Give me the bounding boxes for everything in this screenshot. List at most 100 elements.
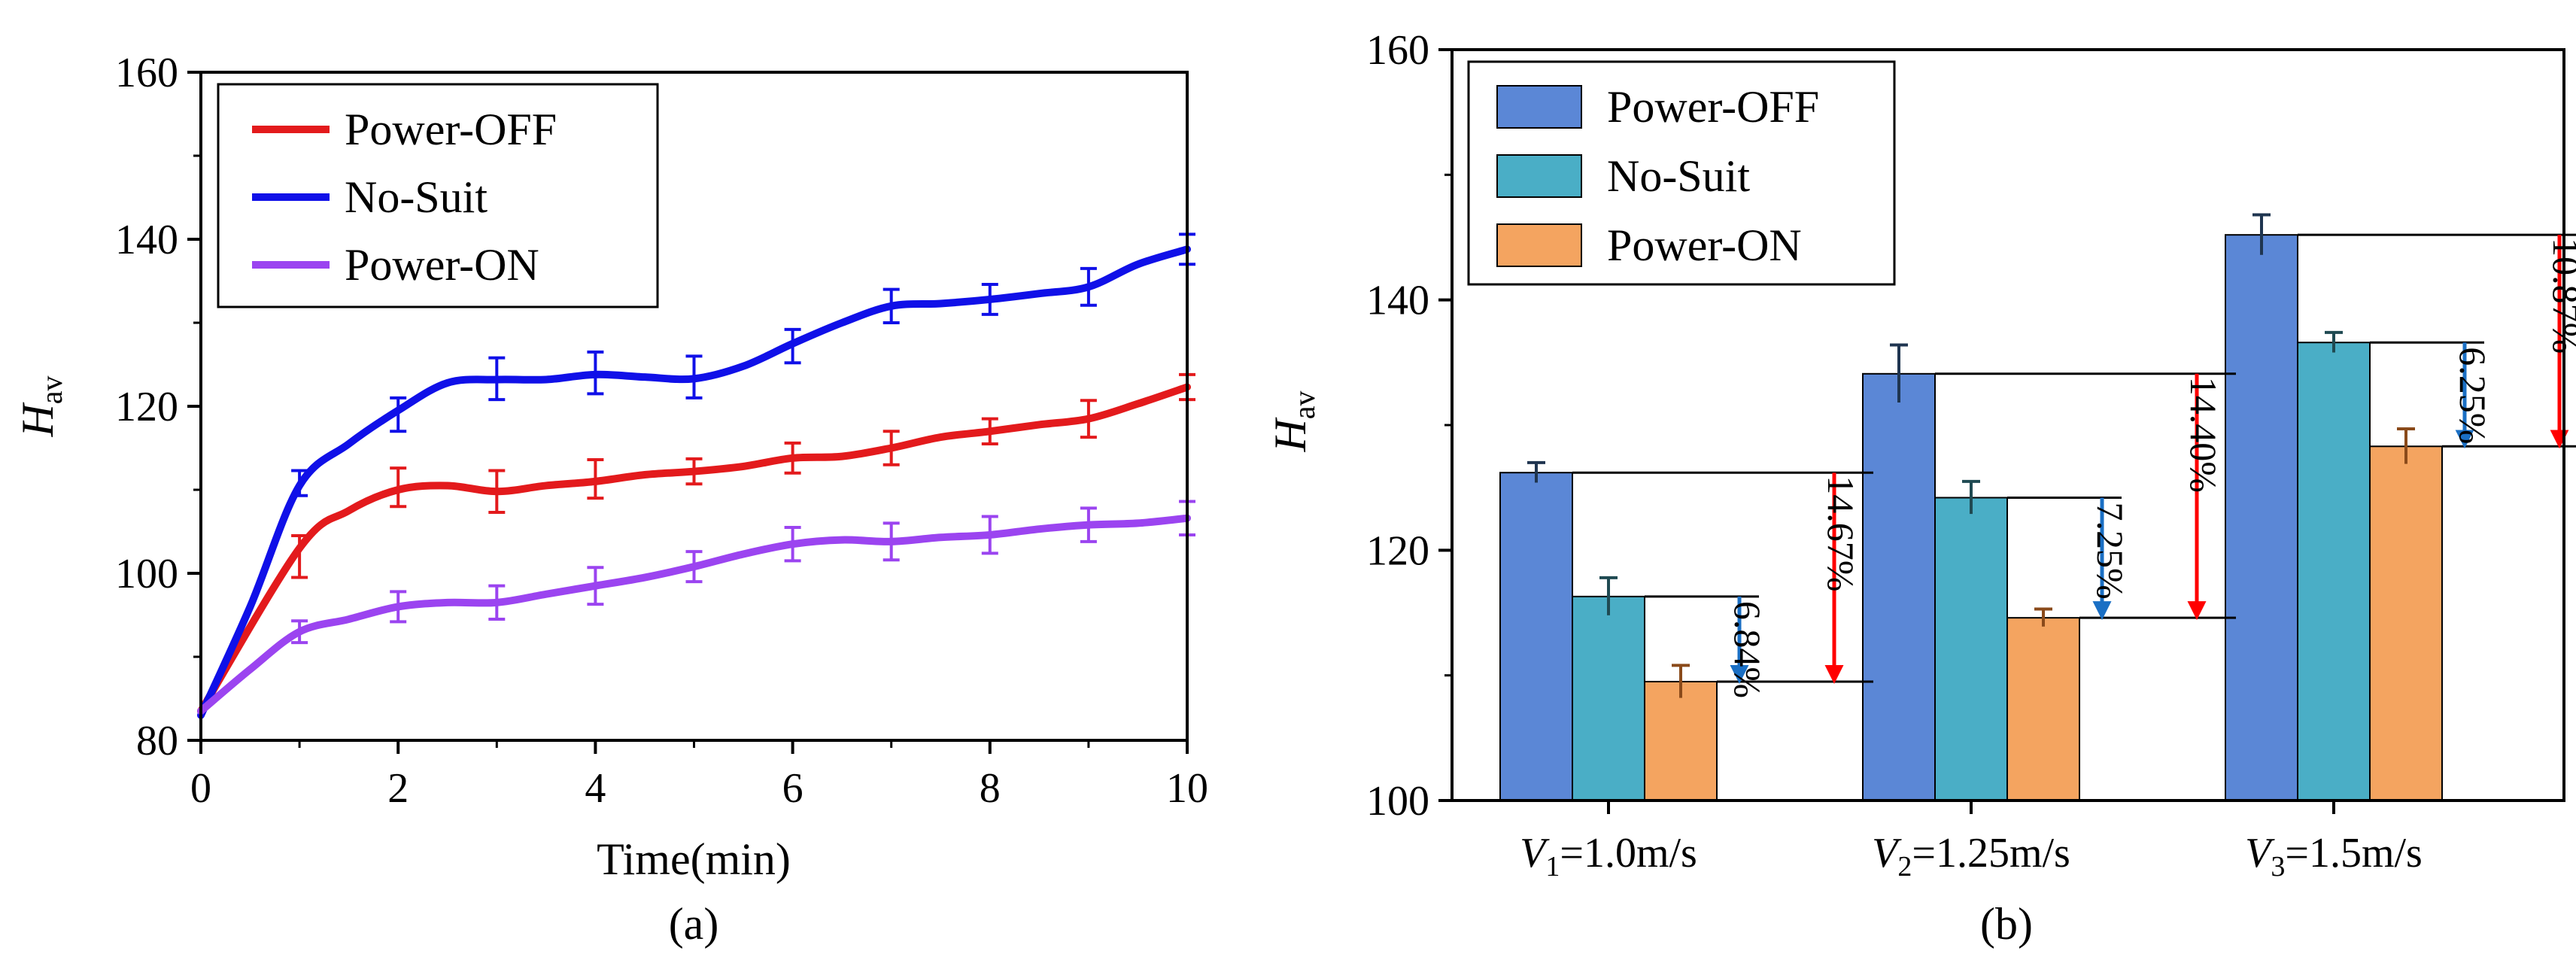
chart-a-xtick-label: 8 (980, 765, 1001, 812)
chart-a-errorbar-power-off (1080, 399, 1097, 439)
chart-a-legend-label-power-off: Power-OFF (345, 105, 557, 154)
chart-b-legend-swatch-no-suit (1496, 154, 1582, 198)
chart-a-xtick-label: 0 (190, 765, 211, 812)
chart-b-legend-swatch-power-on (1496, 223, 1582, 267)
chart-b-errorbar-no-suit (2325, 330, 2343, 353)
chart-a-ylabel-sub: av (35, 375, 68, 404)
chart-a-ylabel: Hav (13, 375, 68, 437)
chart-b-ytick-label: 120 (1366, 527, 1429, 574)
chart-a-panel-label: (a) (669, 899, 719, 949)
chart-b-label-red-pct: 14.67% (1820, 475, 1862, 591)
chart-b: 6.84% 14.67% 7.25% 14.40% 6.25% 10.87% 100 120… (1265, 27, 2576, 949)
chart-b-label-red-pct: 14.40% (2183, 377, 2225, 493)
chart-b-errorbar-no-suit (1599, 576, 1618, 615)
chart-b-legend-label-power-off: Power-OFF (1607, 82, 1819, 132)
chart-a-errorbar-power-off (685, 457, 703, 486)
chart-a-legend-label-no-suit: No-Suit (345, 172, 488, 222)
chart-a-errorbar-power-off (981, 417, 998, 445)
chart-b-errorbar-power-off (2252, 213, 2271, 255)
chart-b-label-red-pct: 10.87% (2545, 238, 2576, 354)
chart-b-ytick-label: 160 (1366, 27, 1429, 74)
chart-a-errorbar-power-on (587, 566, 604, 606)
chart-a-line-power-on (197, 514, 1191, 715)
chart-a-errorbar-no-suit (882, 287, 900, 324)
chart-a-errorbar-no-suit (981, 282, 998, 316)
chart-b-errorbar-power-on (1672, 664, 1690, 698)
chart-a-errorbar-power-off (488, 469, 506, 514)
chart-b-bar-power-off (1862, 372, 1936, 801)
chart-b-label-blue-pct: 6.25% (2452, 347, 2494, 444)
chart-b-label-blue-pct: 6.84% (1727, 601, 1769, 698)
chart-a-errorbar-no-suit (784, 327, 801, 365)
chart-a-errorbar-power-on (685, 550, 703, 584)
chart-b-bar-power-on (1644, 680, 1718, 801)
chart-b-category-label: V2=1.25m/s (1872, 830, 2070, 883)
chart-b-bars-layer (1499, 213, 2443, 802)
chart-a-ytick-label: 140 (115, 217, 178, 263)
chart-b-axes: 100 120 140 160 V1=1.0m/s V2=1.25m/s V3=1.5m/s (1366, 27, 2423, 883)
chart-b-errorbar-power-on (2397, 427, 2415, 464)
chart-a-xlabel: Time(min) (597, 834, 791, 884)
chart-b-errorbar-power-off (1890, 343, 1908, 403)
chart-a-errorbar-power-off (390, 466, 407, 509)
chart-a-errorbar-no-suit (291, 469, 308, 497)
chart-b-bar-no-suit (2297, 342, 2371, 802)
chart-b-ylabel: Hav (1265, 390, 1321, 452)
chart-a-xtick-label: 4 (585, 765, 606, 812)
chart-b-bar-no-suit (1934, 497, 2008, 801)
chart-a-errorbar-power-off (784, 441, 801, 475)
chart-b-bar-power-on (2006, 617, 2080, 801)
chart-b-legend-swatch-power-off (1496, 85, 1582, 129)
chart-b-errorbar-no-suit (1962, 479, 1980, 515)
chart-b-annotations-layer: 6.84% 14.67% 7.25% 14.40% 6.25% 10.87% (1572, 233, 2576, 698)
chart-a-errorbar-power-on (981, 515, 998, 555)
chart-a-errorbar-power-on (488, 584, 506, 621)
chart-b-category-label: V1=1.0m/s (1520, 830, 1697, 883)
chart-b-errorbar-power-on (2034, 607, 2052, 627)
chart-a-errorbar-power-off (291, 534, 308, 579)
chart-b-panel-label: (b) (1980, 899, 2033, 949)
chart-a-axes: 0 2 4 6 8 10 80 100 120 140 160 (115, 50, 1208, 812)
chart-a-errorbar-power-on (1080, 506, 1097, 543)
chart-b-ylabel-sub: av (1287, 390, 1321, 419)
chart-a-legend-label-power-on: Power-ON (345, 240, 539, 290)
chart-a-ytick-label: 160 (115, 50, 178, 96)
chart-a-errorbar-power-on (784, 525, 801, 563)
chart-a-ytick-label: 120 (115, 384, 178, 430)
chart-a-ylabel-main: H (13, 402, 62, 438)
chart-a-errorbar-no-suit (390, 396, 407, 433)
chart-a-errorbar-power-on (390, 590, 407, 624)
chart-a-errorbar-no-suit (685, 354, 703, 400)
chart-a-line-no-suit (197, 245, 1191, 719)
chart-b-legend-label-no-suit: No-Suit (1607, 151, 1750, 201)
chart-a-line-power-off (197, 383, 1191, 715)
chart-a-errorbar-power-off (587, 458, 604, 500)
chart-b-bar-power-off (1499, 472, 1573, 801)
chart-a-legend: Power-OFF No-Suit Power-ON (217, 83, 659, 308)
chart-a-ytick-label: 100 (115, 551, 178, 597)
chart-b-ylabel-main: H (1265, 417, 1315, 453)
chart-b-bar-power-off (2225, 234, 2298, 801)
chart-b-bar-no-suit (1572, 595, 1645, 801)
chart-a-errorbar-power-on (291, 619, 308, 645)
chart-b-legend-label-power-on: Power-ON (1607, 220, 1802, 270)
chart-a-errorbar-no-suit (1080, 266, 1097, 307)
chart-b-category-label: V3=1.5m/s (2245, 830, 2423, 883)
chart-a-errorbar-power-on (882, 521, 900, 562)
chart-a-series-layer (197, 232, 1195, 719)
chart-a-xtick-label: 6 (782, 765, 803, 812)
chart-b-ytick-label: 140 (1366, 278, 1429, 324)
chart-a-errorbar-power-off (882, 430, 900, 466)
chart-a-errorbar-no-suit (488, 356, 506, 402)
chart-b-legend: Power-OFF No-Suit Power-ON (1467, 60, 1896, 286)
chart-b-label-blue-pct: 7.25% (2089, 502, 2131, 599)
chart-a-xtick-label: 10 (1166, 765, 1208, 812)
chart-b-bar-power-on (2369, 445, 2443, 801)
chart-a-xtick-label: 2 (387, 765, 409, 812)
chart-a-errorbar-no-suit (587, 350, 604, 396)
chart-b-errorbar-power-off (1527, 460, 1545, 483)
chart-b-ytick-label: 100 (1366, 778, 1429, 825)
chart-a-ytick-label: 80 (136, 718, 178, 764)
